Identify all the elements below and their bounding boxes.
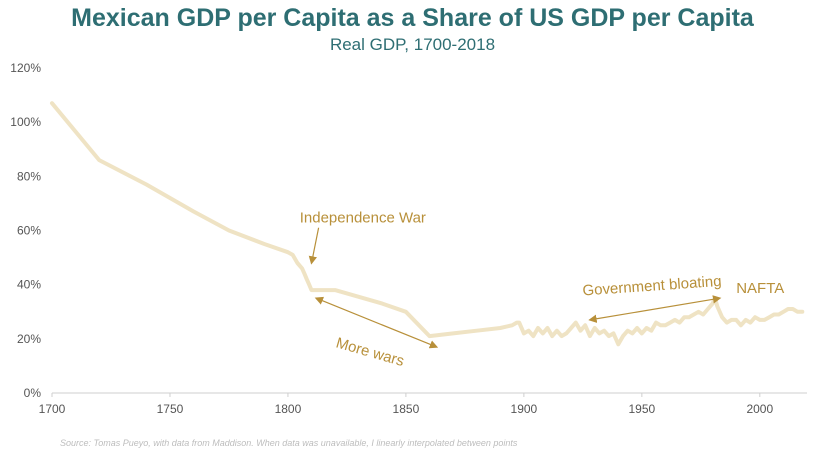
arrow-independence-war xyxy=(308,227,320,265)
annotation-independence-war: Independence War xyxy=(300,209,426,226)
x-tick-label: 1800 xyxy=(275,402,302,416)
x-tick-label: 1850 xyxy=(393,402,420,416)
y-tick-label: 20% xyxy=(17,332,41,346)
x-tick-label: 1700 xyxy=(39,402,66,416)
y-tick-label: 120% xyxy=(10,61,41,75)
x-tick-label: 1950 xyxy=(628,402,655,416)
x-tick-label: 1750 xyxy=(157,402,184,416)
annotation-more-wars: More wars xyxy=(334,334,406,370)
chart-subtitle: Real GDP, 1700-2018 xyxy=(329,35,496,54)
series-line xyxy=(50,101,805,347)
chart-title: Mexican GDP per Capita as a Share of US … xyxy=(71,4,754,32)
x-tick-label: 1900 xyxy=(511,402,538,416)
arrow-government-bloating xyxy=(588,295,722,323)
annotation-nafta: NAFTA xyxy=(736,280,784,297)
y-tick-label: 80% xyxy=(17,169,41,183)
x-tick-label: 2000 xyxy=(746,402,773,416)
source-note: Source: Tomas Pueyo, with data from Madd… xyxy=(60,438,518,448)
arrow-more-wars xyxy=(314,296,439,349)
y-tick-label: 60% xyxy=(17,224,41,238)
annotation-government-bloating: Government bloating xyxy=(582,273,722,300)
y-tick-label: 100% xyxy=(10,115,41,129)
y-tick-label: 0% xyxy=(24,386,42,400)
y-tick-label: 40% xyxy=(17,278,41,292)
